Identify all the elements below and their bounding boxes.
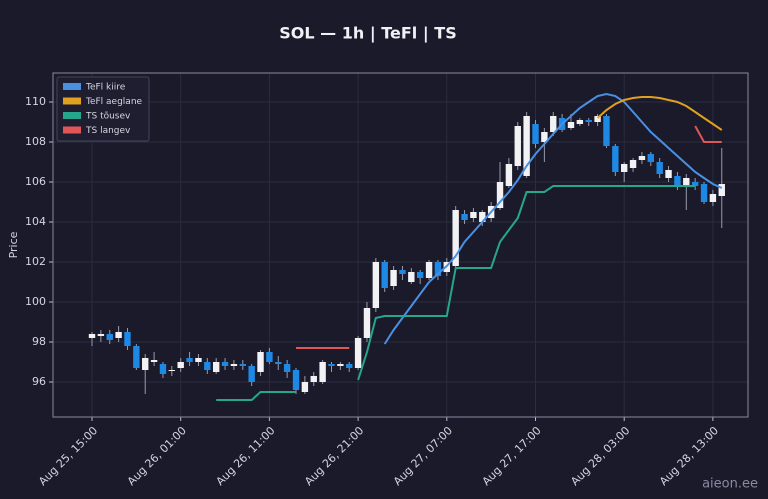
candle-body bbox=[292, 370, 300, 390]
plot-frame bbox=[52, 72, 749, 418]
candle-body bbox=[275, 362, 282, 364]
candle-body bbox=[248, 366, 255, 382]
candle-body bbox=[674, 176, 681, 186]
candle-body bbox=[337, 364, 344, 366]
line-series bbox=[596, 96, 723, 131]
candle-body bbox=[230, 364, 238, 366]
legend-label: TS tõusev bbox=[85, 112, 131, 122]
candle-body bbox=[328, 364, 335, 366]
candle-body bbox=[124, 332, 131, 346]
candle-body bbox=[691, 182, 699, 186]
candle-body bbox=[159, 364, 167, 374]
candle-body bbox=[150, 360, 158, 362]
legend-box bbox=[56, 76, 150, 142]
candle-body bbox=[408, 272, 415, 282]
candle-body bbox=[88, 334, 96, 338]
candle-body bbox=[310, 376, 317, 382]
candle-body bbox=[647, 154, 655, 162]
candle-body bbox=[319, 362, 326, 382]
candle-body bbox=[195, 358, 202, 362]
candle-body bbox=[603, 116, 610, 146]
y-tick-label: 106 bbox=[25, 175, 46, 188]
candle-body bbox=[718, 184, 725, 196]
candle-body bbox=[133, 346, 140, 368]
candle-body bbox=[301, 382, 309, 392]
candle-body bbox=[346, 364, 353, 368]
candle-body bbox=[372, 262, 380, 308]
candle-body bbox=[479, 212, 486, 222]
candle-body bbox=[283, 364, 291, 372]
y-tick-label: 98 bbox=[32, 335, 46, 348]
candle-body bbox=[266, 352, 273, 362]
legend-label: TeFl aeglane bbox=[85, 97, 143, 107]
candle-body bbox=[257, 352, 264, 372]
y-axis-label: Price bbox=[7, 231, 20, 258]
candle-body bbox=[186, 358, 193, 362]
y-tick-label: 104 bbox=[25, 215, 46, 228]
candle-body bbox=[97, 334, 105, 336]
candle-body bbox=[354, 338, 362, 368]
candle-body bbox=[505, 164, 513, 186]
legend-swatch bbox=[63, 126, 81, 134]
chart-title: SOL — 1h | TeFl | TS bbox=[279, 24, 456, 44]
candle-body bbox=[115, 332, 122, 338]
candle-body bbox=[452, 210, 459, 266]
candle-body bbox=[416, 272, 424, 278]
candle-body bbox=[665, 170, 672, 178]
candle-body bbox=[532, 124, 539, 144]
line-series bbox=[383, 92, 723, 345]
line-series bbox=[296, 125, 722, 349]
candle-body bbox=[239, 364, 246, 366]
candle-body bbox=[381, 262, 388, 288]
candle-body bbox=[656, 162, 663, 174]
candle-body bbox=[523, 116, 530, 176]
candle-body bbox=[638, 156, 646, 160]
candle-body bbox=[621, 164, 628, 172]
y-tick-label: 96 bbox=[32, 375, 46, 388]
candle-body bbox=[425, 262, 433, 278]
candle-body bbox=[106, 334, 113, 340]
legend-label: TS langev bbox=[85, 126, 131, 136]
candle-body bbox=[434, 262, 442, 276]
candle-body bbox=[700, 184, 708, 202]
candle-body bbox=[594, 116, 601, 122]
watermark: aieon.ee bbox=[702, 477, 758, 492]
candle-body bbox=[470, 212, 477, 218]
candle-body bbox=[142, 358, 149, 370]
candle-body bbox=[629, 160, 637, 168]
legend-swatch bbox=[63, 83, 81, 90]
candle-body bbox=[612, 146, 619, 172]
candle-body bbox=[221, 362, 229, 366]
y-tick-label: 100 bbox=[25, 295, 46, 308]
candle-body bbox=[390, 270, 397, 286]
candle-body bbox=[585, 120, 592, 122]
candle-body bbox=[567, 122, 575, 128]
y-tick-label: 108 bbox=[25, 135, 46, 148]
candle-body bbox=[683, 178, 690, 186]
legend-label: TeFl kiire bbox=[85, 83, 126, 93]
y-tick-label: 110 bbox=[25, 95, 46, 108]
candle-body bbox=[212, 362, 220, 372]
candle-body bbox=[399, 270, 406, 274]
y-tick-label: 102 bbox=[25, 255, 46, 268]
candle-body bbox=[576, 120, 584, 124]
candle-body bbox=[168, 370, 176, 371]
candle-body bbox=[541, 132, 548, 142]
legend-swatch bbox=[63, 97, 81, 105]
candle-body bbox=[177, 362, 184, 368]
candle-body bbox=[461, 214, 468, 220]
candle-body bbox=[514, 126, 521, 166]
candle-body bbox=[204, 362, 211, 370]
candle-body bbox=[363, 308, 371, 338]
candle-body bbox=[550, 116, 557, 132]
candle-body bbox=[496, 182, 504, 208]
line-series bbox=[216, 185, 696, 401]
legend-swatch bbox=[63, 112, 81, 119]
candle-body bbox=[709, 194, 717, 202]
